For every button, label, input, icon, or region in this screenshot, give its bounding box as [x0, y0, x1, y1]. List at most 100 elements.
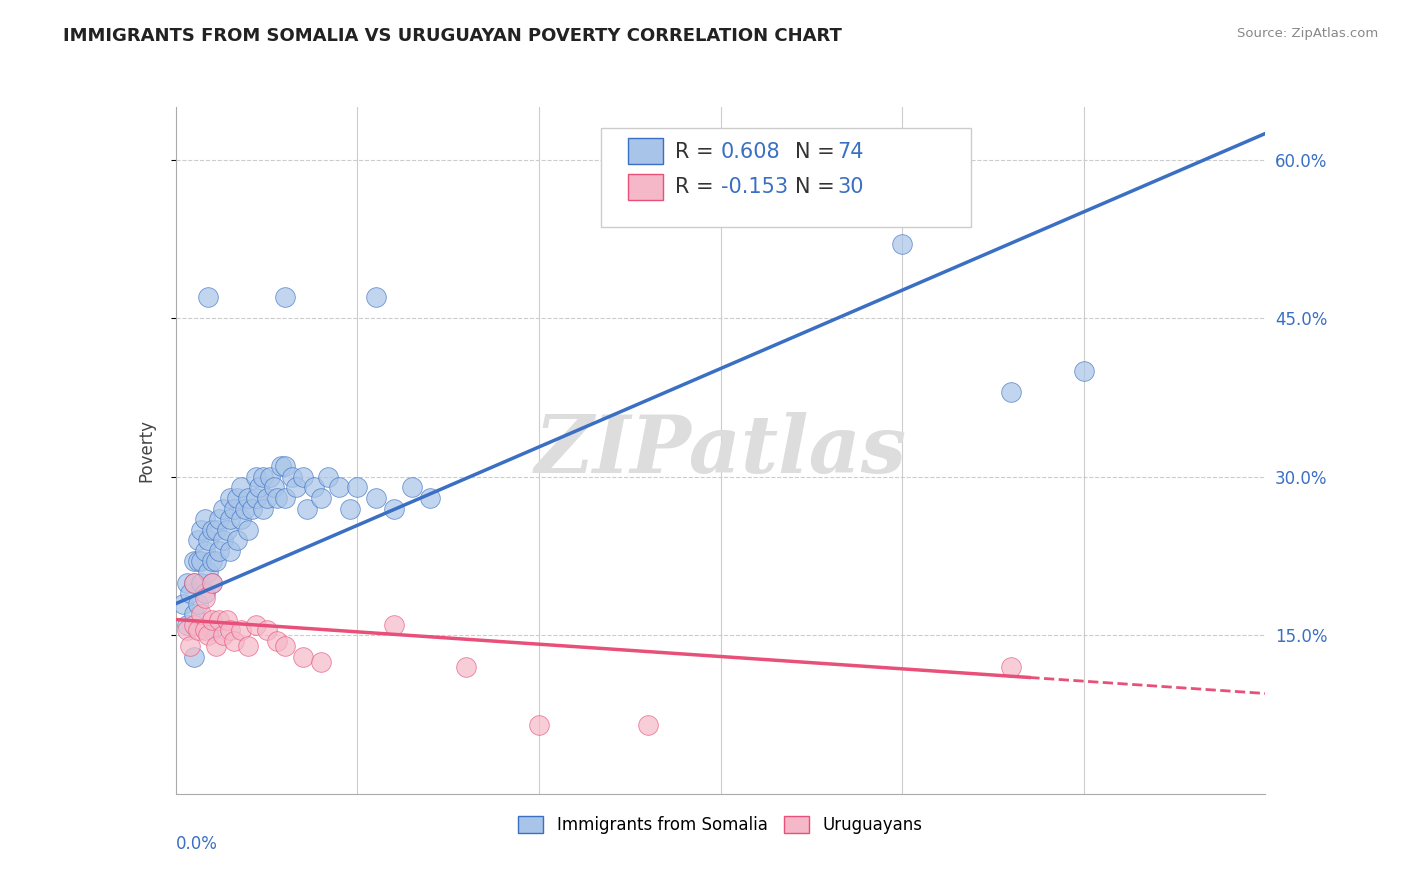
Point [208, 613, 231, 627]
Point [281, 470, 304, 484]
Point [256, 623, 278, 637]
Point [259, 470, 281, 484]
Point [204, 523, 226, 537]
Point [245, 470, 267, 484]
Point [219, 623, 242, 637]
Point [183, 649, 205, 664]
Point [219, 491, 242, 505]
Point [274, 290, 297, 304]
Point [346, 480, 368, 494]
Text: ZIPatlas: ZIPatlas [534, 412, 907, 489]
Point [226, 533, 249, 548]
Point [328, 480, 350, 494]
Point [274, 639, 297, 653]
Point [456, 660, 478, 674]
Point [637, 718, 659, 732]
Legend: Immigrants from Somalia, Uruguayans: Immigrants from Somalia, Uruguayans [512, 809, 929, 840]
Point [194, 586, 217, 600]
Point [212, 501, 235, 516]
Text: N =: N = [794, 142, 841, 161]
Point [201, 575, 224, 590]
Point [219, 512, 242, 526]
Point [194, 512, 217, 526]
Point [212, 533, 235, 548]
Point [302, 480, 325, 494]
Text: IMMIGRANTS FROM SOMALIA VS URUGUAYAN POVERTY CORRELATION CHART: IMMIGRANTS FROM SOMALIA VS URUGUAYAN POV… [63, 27, 842, 45]
Text: R =: R = [675, 178, 720, 197]
Point [339, 501, 361, 516]
Point [318, 470, 340, 484]
Point [190, 554, 212, 568]
Point [238, 491, 260, 505]
Point [1073, 364, 1095, 378]
Text: -0.153: -0.153 [721, 178, 787, 197]
Point [194, 591, 217, 606]
Point [208, 544, 231, 558]
Point [233, 501, 256, 516]
Point [197, 290, 219, 304]
Bar [628, 174, 662, 200]
Point [382, 617, 405, 632]
Point [247, 480, 270, 494]
Point [252, 470, 274, 484]
Point [364, 290, 387, 304]
Point [231, 480, 253, 494]
Text: R =: R = [675, 142, 720, 161]
Point [284, 480, 307, 494]
Point [238, 523, 260, 537]
Point [222, 633, 245, 648]
Text: 30: 30 [837, 178, 863, 197]
Point [382, 501, 405, 516]
Point [270, 459, 292, 474]
Point [183, 575, 205, 590]
Point [208, 512, 231, 526]
Point [364, 491, 387, 505]
Point [183, 617, 205, 632]
Text: 0.608: 0.608 [721, 142, 780, 161]
Point [245, 491, 267, 505]
Point [204, 639, 226, 653]
Point [186, 533, 209, 548]
Point [240, 501, 263, 516]
Point [179, 586, 201, 600]
Point [201, 613, 224, 627]
Point [219, 544, 242, 558]
Point [190, 523, 212, 537]
Bar [628, 138, 662, 164]
Point [215, 523, 238, 537]
Point [194, 544, 217, 558]
Point [231, 512, 253, 526]
Point [527, 718, 550, 732]
Point [291, 649, 314, 664]
Point [183, 575, 205, 590]
Point [176, 617, 198, 632]
Point [1000, 660, 1022, 674]
Point [172, 597, 194, 611]
Point [201, 575, 224, 590]
Point [204, 554, 226, 568]
Text: 0.0%: 0.0% [176, 835, 218, 853]
Text: Source: ZipAtlas.com: Source: ZipAtlas.com [1237, 27, 1378, 40]
Point [401, 480, 423, 494]
Point [201, 523, 224, 537]
Point [295, 501, 318, 516]
Point [274, 459, 297, 474]
Y-axis label: Poverty: Poverty [136, 419, 155, 482]
Point [186, 623, 209, 637]
Point [212, 628, 235, 642]
Point [176, 623, 198, 637]
Text: N =: N = [794, 178, 841, 197]
Point [252, 501, 274, 516]
Point [197, 628, 219, 642]
FancyBboxPatch shape [600, 128, 972, 227]
Point [201, 623, 224, 637]
Point [263, 480, 285, 494]
Point [197, 565, 219, 579]
Point [309, 655, 332, 669]
Point [194, 623, 217, 637]
Point [179, 639, 201, 653]
Point [183, 607, 205, 622]
Point [186, 554, 209, 568]
Point [190, 575, 212, 590]
Point [222, 501, 245, 516]
